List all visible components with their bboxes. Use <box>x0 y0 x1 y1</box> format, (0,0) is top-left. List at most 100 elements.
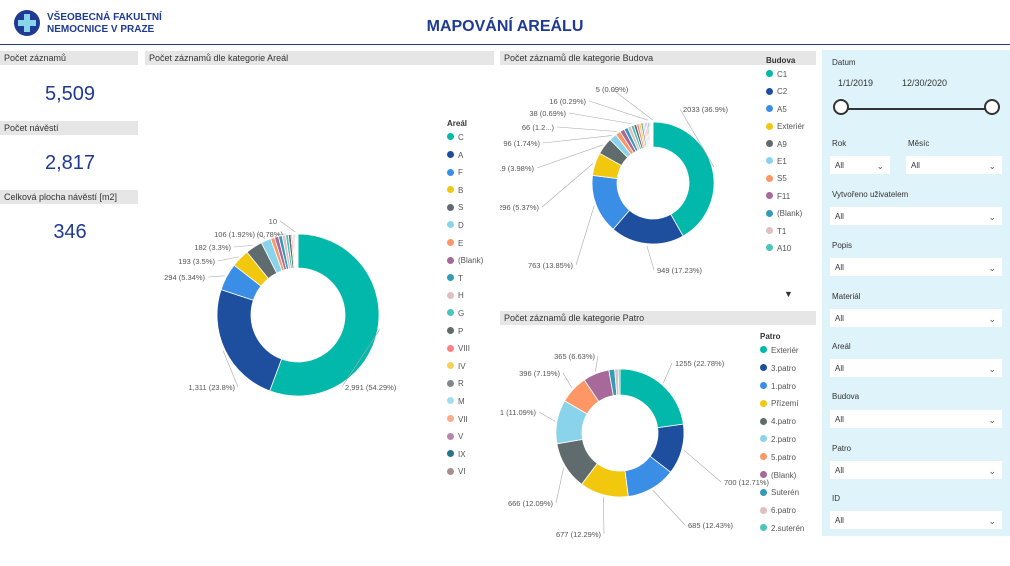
legend-item[interactable]: 2.patro <box>760 435 796 445</box>
legend-item[interactable]: 1.patro <box>760 382 796 392</box>
donut-slice-c[interactable] <box>269 233 380 397</box>
legend-item[interactable]: D <box>447 221 464 231</box>
legend-marker <box>766 122 773 130</box>
legend-item[interactable]: T1 <box>766 227 786 237</box>
data-label: 396 (7.19%) <box>519 369 560 378</box>
legend-item[interactable]: C2 <box>766 87 787 97</box>
legend-item[interactable]: A <box>447 151 463 161</box>
legend-marker <box>766 87 773 95</box>
data-label-leader <box>588 100 648 121</box>
date-slider-end-handle[interactable] <box>984 99 1000 115</box>
legend-item[interactable]: (Blank) <box>447 256 483 266</box>
areal-donut-chart[interactable]: 2,991 (54.29%) 1,311 (23.8%) 294 (5.34%) 19… <box>145 66 490 546</box>
created-by-dropdown[interactable]: All ⌄ <box>830 207 1002 225</box>
legend-item[interactable]: C1 <box>766 70 787 80</box>
areal-chart-title: Počet záznamů dle kategorie Areál <box>145 51 494 65</box>
legend-item[interactable]: 5.patro <box>760 453 796 463</box>
data-label-leader <box>679 108 715 168</box>
legend-item[interactable]: IV <box>447 362 466 372</box>
id-dropdown[interactable]: All ⌄ <box>830 511 1002 529</box>
legend-item[interactable]: M <box>447 397 465 407</box>
legend-item[interactable]: A10 <box>766 244 791 254</box>
legend-marker <box>447 221 454 229</box>
hospital-cross-logo-icon <box>14 10 40 36</box>
year-slicer-label: Rok <box>832 139 847 148</box>
month-dropdown-value: All <box>911 161 920 170</box>
donut-slice-c1[interactable] <box>652 121 715 237</box>
legend-item[interactable]: IX <box>447 450 466 460</box>
legend-scroll-down-icon[interactable]: ▼ <box>784 289 793 299</box>
legend-item[interactable]: E1 <box>766 157 787 167</box>
legend-label: 2.suterén <box>771 524 805 533</box>
legend-item[interactable]: Exteriér <box>760 346 799 356</box>
data-label-leader <box>279 220 296 233</box>
legend-item[interactable]: 4.patro <box>760 417 796 427</box>
patro-dropdown[interactable]: All ⌄ <box>830 461 1002 479</box>
donut-slice-2-suter-n[interactable] <box>617 368 621 396</box>
id-slicer-label: ID <box>832 494 840 503</box>
budova-donut-chart[interactable]: 2033 (36.9%) 949 (17.23%) 763 (13.85%) 296 … <box>500 66 812 306</box>
data-label: 700 (12.71%) <box>724 478 770 487</box>
legend-marker <box>447 379 454 387</box>
legend-item[interactable]: F11 <box>766 192 790 202</box>
legend-item[interactable]: G <box>447 309 464 319</box>
legend-item[interactable]: 3.patro <box>760 364 796 374</box>
data-label-leader <box>556 126 617 132</box>
legend-item[interactable]: B <box>447 186 463 196</box>
legend-marker <box>760 488 767 496</box>
material-dropdown[interactable]: All ⌄ <box>830 309 1002 327</box>
donut-slice-exteri-r[interactable] <box>619 368 684 429</box>
description-slicer-label: Popis <box>832 241 853 250</box>
legend-item[interactable]: T <box>447 274 463 284</box>
date-start-value[interactable]: 1/1/2019 <box>838 78 874 88</box>
legend-marker <box>447 467 454 475</box>
legend-marker <box>766 139 773 147</box>
patro-chart-title: Počet záznamů dle kategorie Patro <box>500 311 816 325</box>
date-end-value[interactable]: 12/30/2020 <box>902 78 948 88</box>
legend-item[interactable]: (Blank) <box>766 209 802 219</box>
legend-label: 5.patro <box>771 452 796 462</box>
legend-item[interactable]: VIII <box>447 344 470 354</box>
areal-dropdown-value: All <box>835 364 844 373</box>
legend-item[interactable]: Suterén <box>760 488 799 498</box>
legend-item[interactable]: A5 <box>766 105 787 115</box>
date-slider-track[interactable] <box>842 108 992 110</box>
month-dropdown[interactable]: All ⌄ <box>906 156 1002 174</box>
legend-item[interactable]: E <box>447 239 463 249</box>
patro-donut-chart[interactable]: 1255 (22.78%) 700 (12.71%) 685 (12.43%) 677… <box>500 326 812 562</box>
chevron-down-icon: ⌄ <box>876 161 884 171</box>
legend-item[interactable]: R <box>447 379 464 389</box>
legend-marker <box>447 150 454 158</box>
data-label-leader <box>575 205 595 266</box>
material-slicer-label: Materiál <box>832 292 861 301</box>
legend-item[interactable]: VII <box>447 415 468 425</box>
legend-item[interactable]: A9 <box>766 140 787 150</box>
areal-dropdown[interactable]: All ⌄ <box>830 359 1002 377</box>
description-dropdown[interactable]: All ⌄ <box>830 258 1002 276</box>
legend-item[interactable]: S5 <box>766 174 787 184</box>
donut-slice-a[interactable] <box>216 289 283 392</box>
legend-item[interactable]: (Blank) <box>760 471 796 481</box>
data-label: 685 (12.43%) <box>688 521 734 530</box>
legend-item[interactable]: V <box>447 432 463 442</box>
legend-item[interactable]: VI <box>447 467 466 477</box>
legend-title: Patro <box>760 332 781 341</box>
data-label-leader <box>222 350 239 388</box>
year-dropdown[interactable]: All ⌄ <box>830 156 890 174</box>
legend-item[interactable]: C <box>447 133 464 143</box>
data-label-leader <box>536 144 603 169</box>
legend-item[interactable]: 6.patro <box>760 506 796 516</box>
data-label: 5 (0.09%) <box>596 85 629 94</box>
legend-item[interactable]: 2.suterén <box>760 524 804 534</box>
legend-item[interactable]: F <box>447 168 463 178</box>
date-slider-start-handle[interactable] <box>833 99 849 115</box>
budova-dropdown[interactable]: All ⌄ <box>830 410 1002 428</box>
legend-item[interactable]: S <box>447 203 463 213</box>
chevron-down-icon: ⌄ <box>988 263 996 273</box>
legend-label: (Blank) <box>771 470 797 480</box>
legend-item[interactable]: Přízemí <box>760 399 799 409</box>
legend-marker <box>760 524 767 532</box>
legend-item[interactable]: P <box>447 327 463 337</box>
legend-item[interactable]: Exteriér <box>766 122 805 132</box>
legend-item[interactable]: H <box>447 291 464 301</box>
